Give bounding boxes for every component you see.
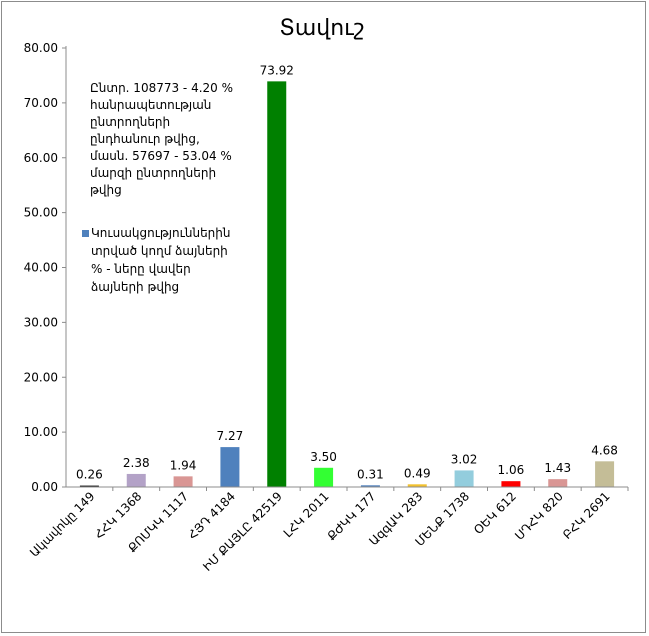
bar (126, 473, 146, 487)
y-tick-label: 80.00 (24, 41, 58, 55)
annotation-line: թվից (90, 183, 122, 197)
bar (173, 476, 193, 487)
data-label: 3.02 (451, 452, 478, 466)
x-tick-label: Ակավոկը 149 (27, 489, 97, 559)
chart-title: Տավուշ (279, 16, 364, 41)
data-label: 4.68 (591, 443, 618, 457)
y-tick-label: 70.00 (24, 96, 58, 110)
annotation-line: ընտրողների (90, 115, 171, 129)
y-tick-label: 40.00 (24, 261, 58, 275)
legend-label: Կուսակցություններին տրված կողմ ձայների % -… (91, 224, 243, 296)
bar (314, 467, 334, 487)
x-tick-label: ՍԴՀԿ 820 (512, 489, 566, 543)
data-label: 2.38 (123, 456, 150, 470)
y-tick-label: 60.00 (24, 151, 58, 165)
bars: 0.26 2.38 1.94 7.27 73.92 3.50 0.31 0.49 3.02 1.0… (76, 63, 618, 487)
bar (501, 481, 521, 487)
y-tick-label: 20.00 (24, 370, 58, 384)
legend-line: տրված կողմ ձայների (91, 244, 228, 258)
legend-line: Կուսակցություններին (91, 226, 231, 240)
annotation-line: մասն. 57697 - 53.04 % (90, 149, 232, 163)
bar (454, 470, 474, 487)
bar (220, 447, 240, 487)
data-label: 1.43 (544, 461, 571, 475)
data-label: 0.31 (357, 467, 384, 481)
legend-line: ձայների թվից (91, 280, 180, 294)
x-tick-label: ԻՄ ՔԱՅԼԸ 42519 (200, 489, 285, 574)
y-tick-label: 10.00 (24, 425, 58, 439)
annotation-line: հանրապետության (90, 98, 212, 112)
y-tick-label: 50.00 (24, 206, 58, 220)
legend-swatch (82, 230, 89, 237)
bar (548, 479, 568, 487)
bar (360, 485, 380, 487)
y-tick-label: 30.00 (24, 315, 58, 329)
annotation-line: ընդհանուր թվից, (90, 132, 200, 146)
data-label: 0.49 (404, 466, 431, 480)
data-label: 3.50 (310, 450, 337, 464)
bar (267, 81, 287, 487)
data-label: 1.06 (498, 463, 525, 477)
x-tick-label: ՕԵԿ 612 (471, 489, 519, 537)
data-label: 7.27 (217, 429, 244, 443)
y-tick-label: 0.00 (31, 480, 58, 494)
bar (407, 484, 427, 487)
annotation-line: մարզի ընտրողների (90, 166, 217, 180)
bar (79, 485, 99, 487)
y-axis: 0.00 10.00 20.00 30.00 40.00 50.00 60.00 70.00 8… (24, 41, 67, 494)
legend-line: % - ները վավեր (91, 262, 191, 276)
data-label: 73.92 (260, 63, 294, 77)
data-label: 1.94 (170, 458, 197, 472)
x-tick-label: ԲՀԿ 2691 (560, 489, 613, 542)
bar (595, 461, 615, 487)
annotation-line: Ընտր. 108773 - 4.20 % (90, 81, 234, 95)
data-label: 0.26 (76, 468, 103, 482)
annotation-text: Ընտր. 108773 - 4.20 % հանրապետության ընտրո… (90, 80, 240, 199)
